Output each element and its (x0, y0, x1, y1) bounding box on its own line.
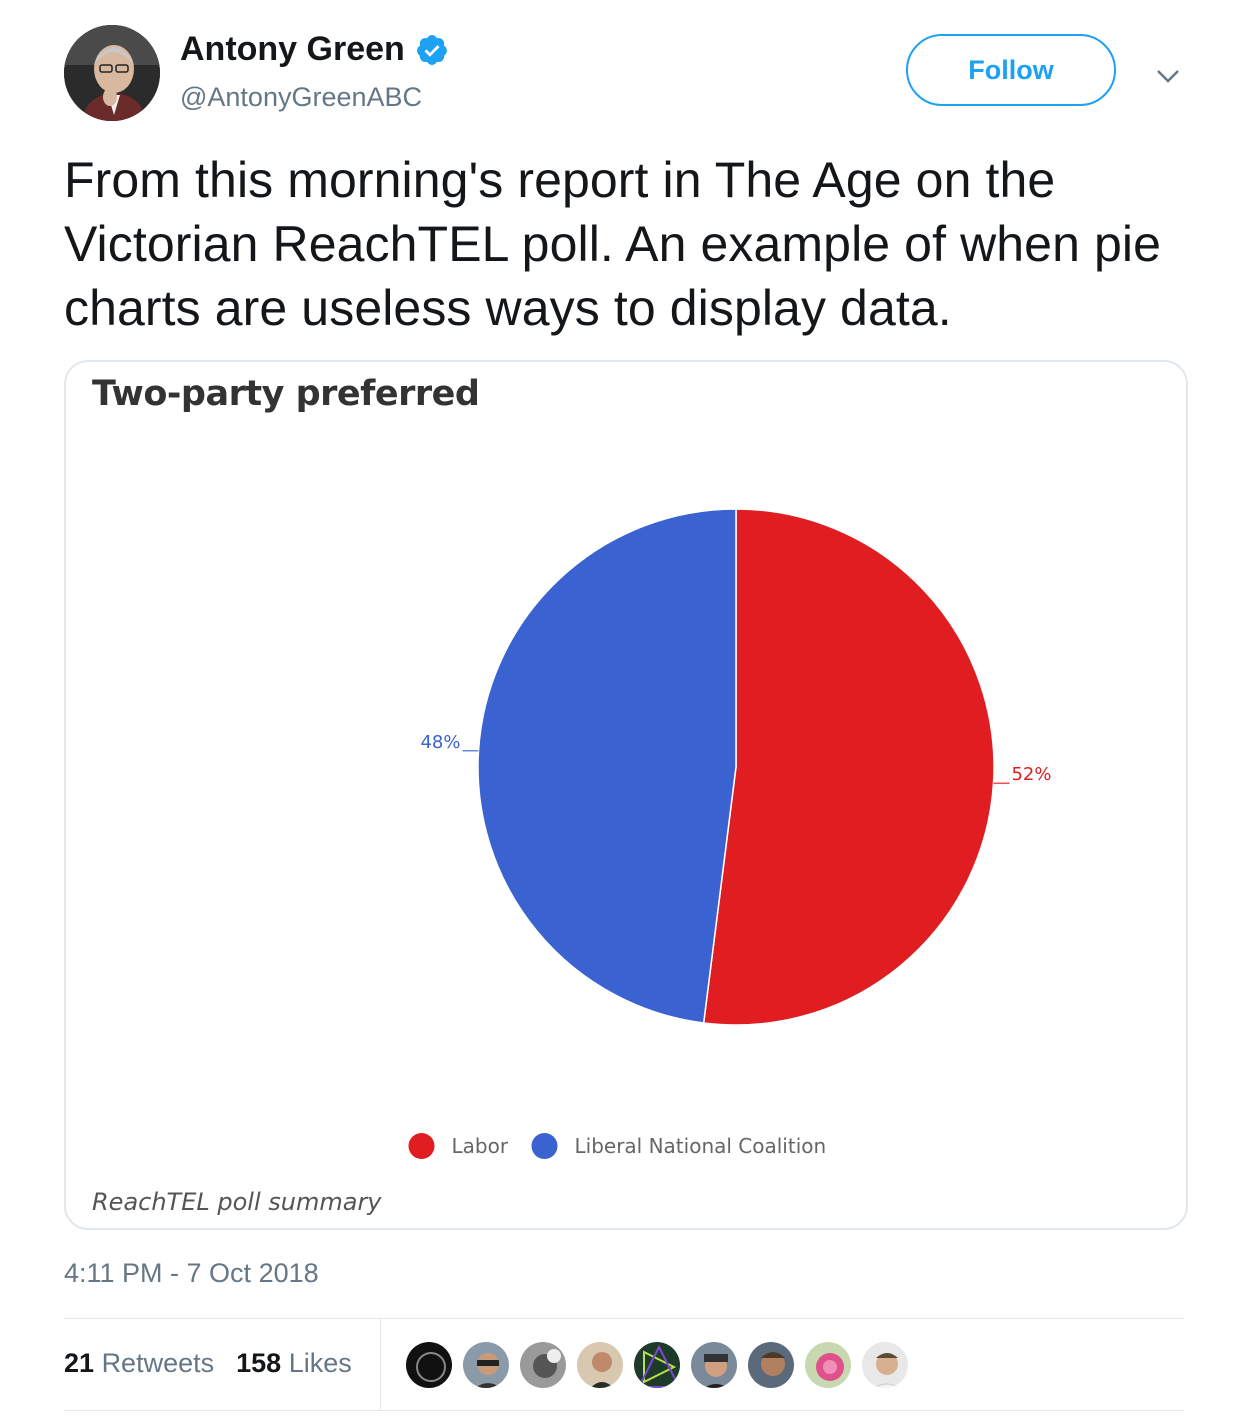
tweet-stats: 21 Retweets 158 Likes (64, 1348, 352, 1379)
liker-avatar[interactable] (689, 1340, 739, 1390)
pie-data-label: 48% (420, 732, 460, 753)
likes-count: 158 (236, 1348, 282, 1378)
pie-slice-liberal-national-coalition (477, 508, 737, 1024)
liker-avatar[interactable] (746, 1340, 796, 1390)
retweets-label: Retweets (101, 1348, 215, 1378)
likes-label: Likes (288, 1348, 352, 1378)
liker-avatar[interactable] (518, 1340, 568, 1390)
legend-label: Labor (452, 1134, 509, 1158)
author-avatar-image (64, 25, 160, 121)
liker-avatar[interactable] (632, 1340, 682, 1390)
chevron-down-icon[interactable] (1152, 60, 1184, 92)
liker-avatar[interactable] (860, 1340, 910, 1390)
stats-divider (380, 1318, 381, 1410)
tweet-media-image[interactable]: 52% 48% Labor Liberal National Coalition T… (64, 360, 1188, 1230)
liker-avatar[interactable] (575, 1340, 625, 1390)
divider (64, 1318, 1184, 1319)
follow-button[interactable]: Follow (906, 34, 1116, 106)
chart-title: Two-party preferred (92, 374, 480, 414)
retweets-stat[interactable]: 21 Retweets (64, 1348, 214, 1379)
legend-marker (408, 1133, 435, 1159)
legend-marker (531, 1133, 558, 1159)
verified-badge-icon (416, 34, 447, 65)
chart-footer: ReachTEL poll summary (92, 1188, 382, 1216)
tweet-text: From this morning's report in The Age on… (64, 152, 1162, 336)
liker-avatars (404, 1340, 917, 1390)
pie-slice-labor (702, 508, 995, 1026)
pie-data-label: 52% (1011, 764, 1051, 785)
author-name[interactable]: Antony Green (180, 30, 449, 69)
author-name-text: Antony Green (180, 30, 405, 68)
author-handle[interactable]: @AntonyGreenABC (180, 82, 423, 112)
liker-avatar[interactable] (803, 1340, 853, 1390)
liker-avatar[interactable] (404, 1340, 454, 1390)
retweets-count: 21 (64, 1348, 95, 1378)
author-avatar[interactable] (64, 25, 160, 121)
tweet-timestamp[interactable]: 4:11 PM - 7 Oct 2018 (64, 1258, 319, 1288)
pie-chart: 52% 48% Labor Liberal National Coalition (408, 508, 1052, 1159)
legend-label: Liberal National Coalition (575, 1134, 827, 1158)
likes-stat[interactable]: 158 Likes (236, 1348, 352, 1379)
divider (64, 1410, 1184, 1411)
liker-avatar[interactable] (461, 1340, 511, 1390)
